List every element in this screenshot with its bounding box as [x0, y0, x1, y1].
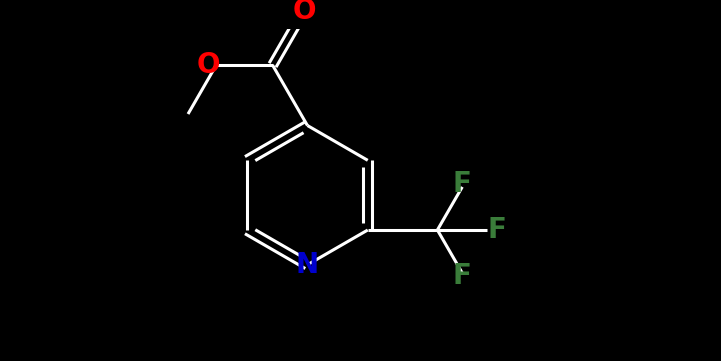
- Text: F: F: [453, 262, 472, 290]
- Text: N: N: [296, 251, 319, 279]
- Text: O: O: [197, 51, 220, 79]
- Text: F: F: [453, 170, 472, 197]
- Text: F: F: [487, 216, 507, 244]
- Text: O: O: [292, 0, 316, 25]
